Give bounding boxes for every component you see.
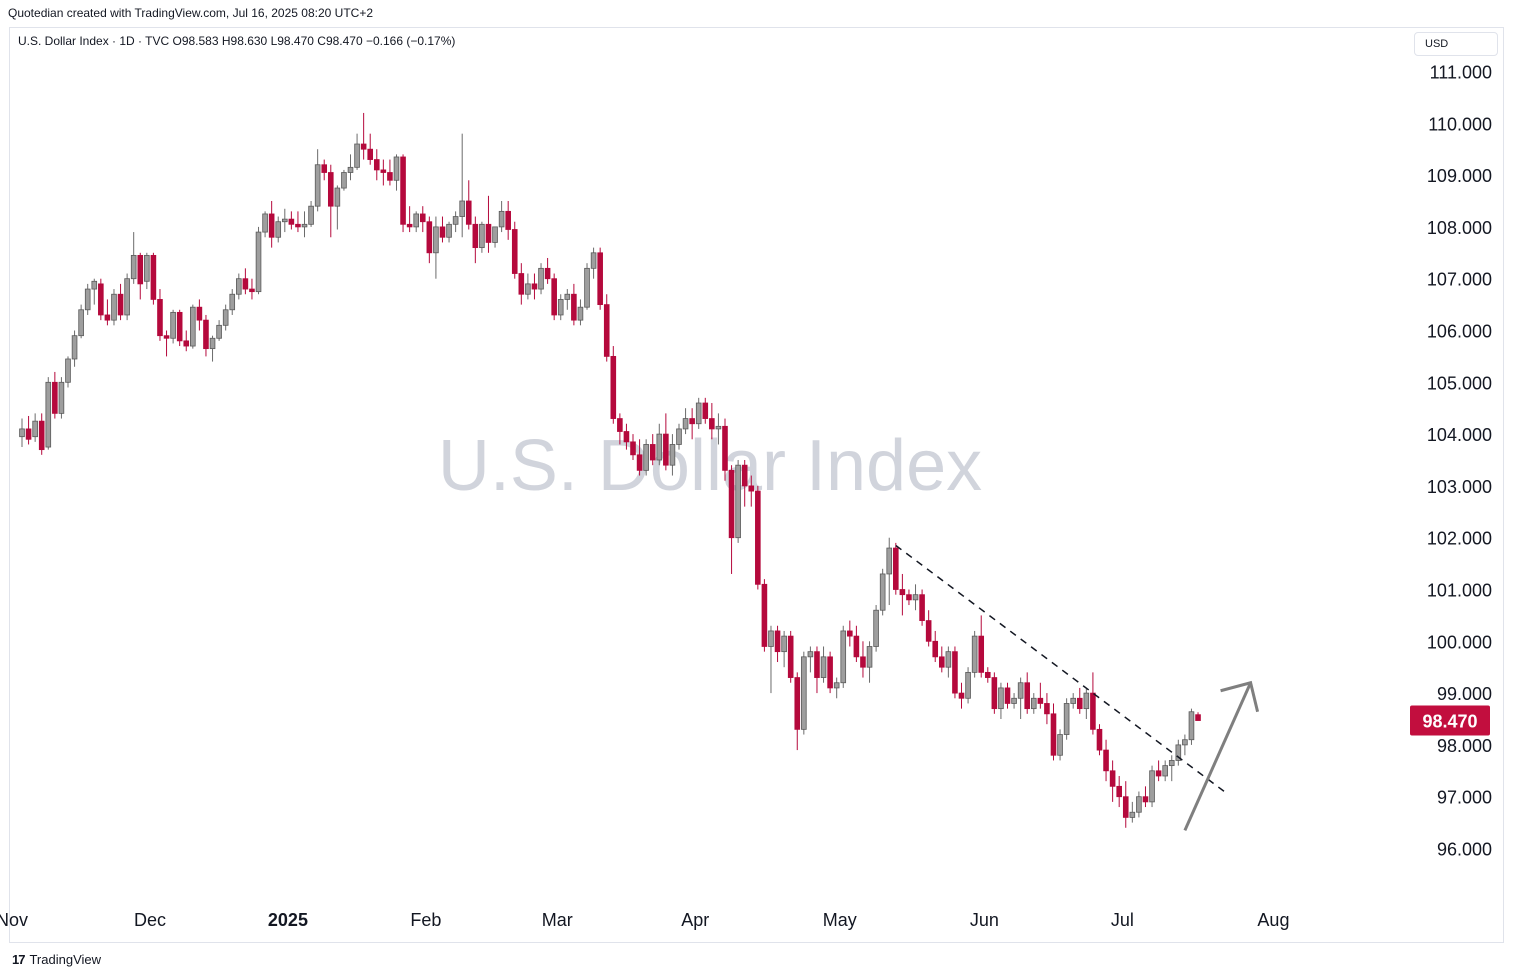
tradingview-logo-icon: 17 bbox=[12, 952, 26, 967]
currency-button[interactable]: USD bbox=[1414, 32, 1498, 56]
chart-frame bbox=[9, 27, 1504, 943]
chart-legend[interactable]: U.S. Dollar Index · 1D · TVC O98.583 H98… bbox=[18, 34, 456, 48]
tradingview-footer[interactable]: 17 TradingView bbox=[12, 952, 101, 967]
attribution-text: Quotedian created with TradingView.com, … bbox=[8, 6, 373, 20]
tradingview-brand: TradingView bbox=[29, 952, 102, 967]
